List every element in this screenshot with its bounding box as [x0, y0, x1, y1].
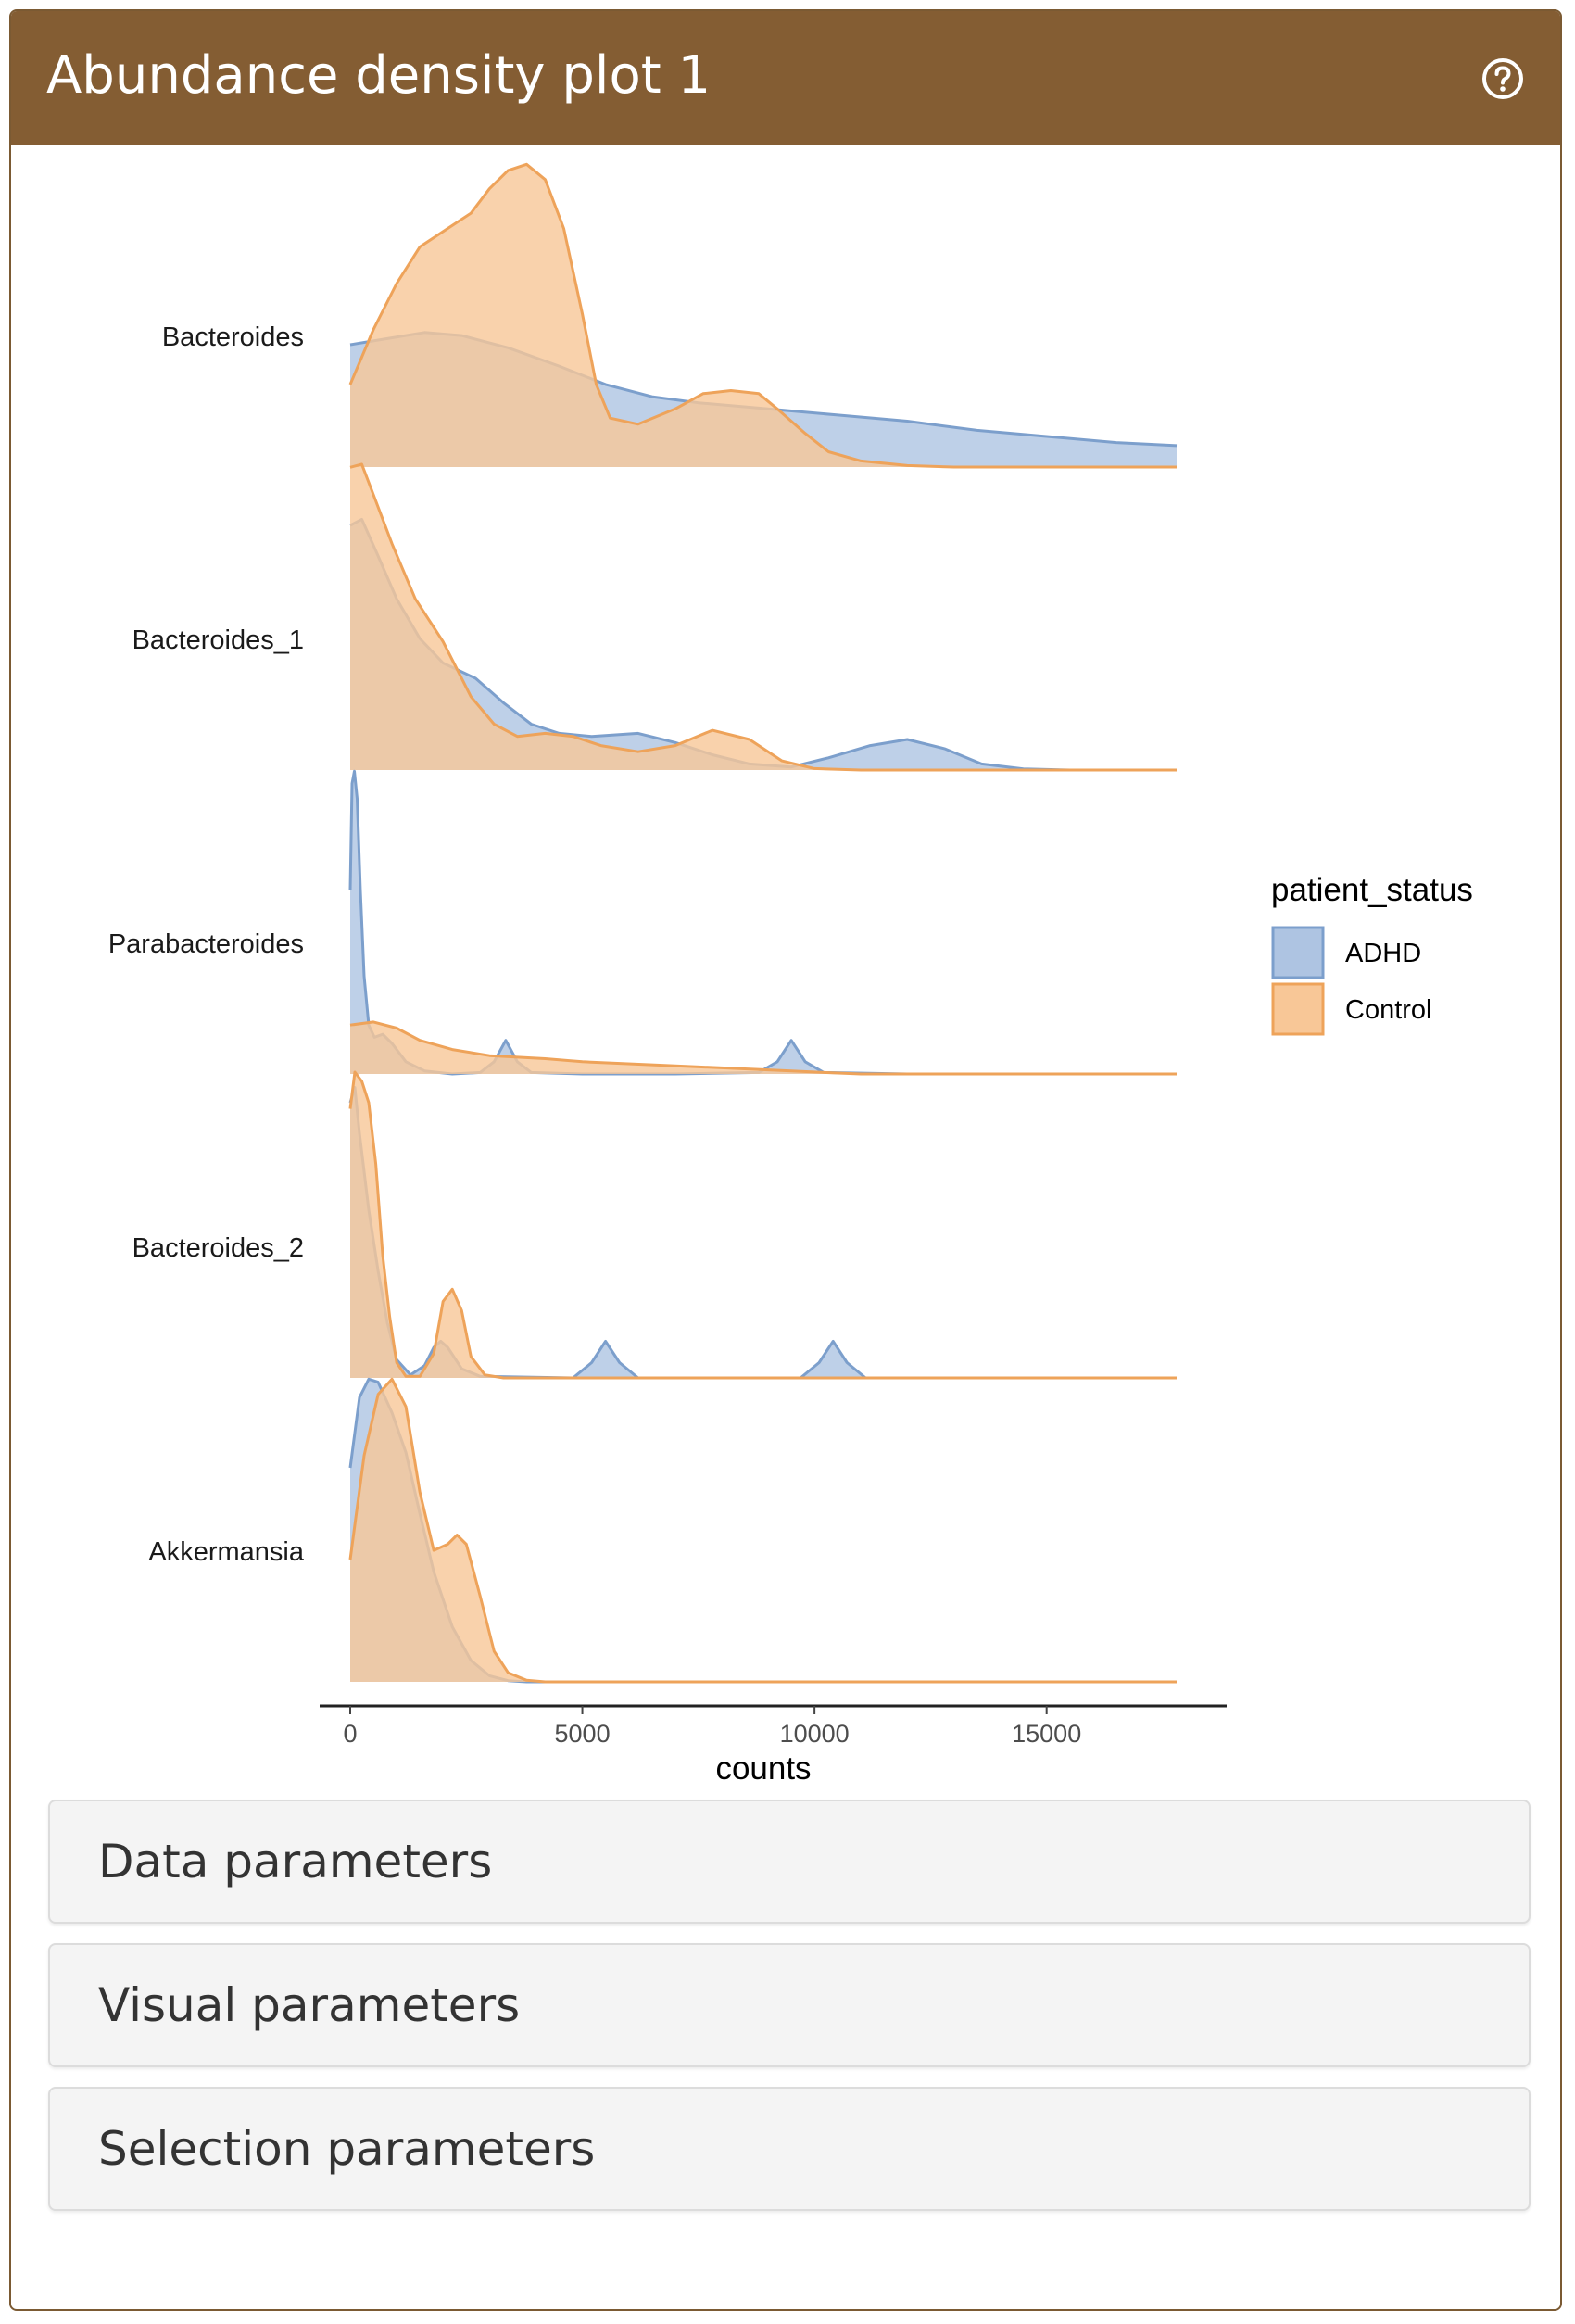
ridgeline-density-chart: Bacteroides Bacteroides_1 Parabacteroides B… [108, 162, 1473, 1787]
ridge-bacteroides-1 [349, 462, 1177, 772]
density-line-control [349, 462, 1177, 772]
y-tick-label: Parabacteroides [108, 929, 304, 959]
density-area-control [350, 1021, 1177, 1074]
y-tick-label: Bacteroides_2 [132, 1233, 304, 1263]
density-line-control [348, 1070, 1177, 1380]
panel-title: Abundance density plot 1 [46, 45, 712, 106]
legend-swatch-control [1271, 982, 1325, 1036]
density-line-adhd [348, 769, 1177, 1076]
density-area-control [350, 164, 1177, 468]
legend-label-adhd: ADHD [1345, 939, 1421, 968]
legend-swatch-adhd [1271, 926, 1325, 979]
ridge-akkermansia [348, 1377, 1177, 1684]
density-line-control [349, 1020, 1177, 1076]
ridge-bacteroides [348, 162, 1178, 469]
y-tick-label: Akkermansia [148, 1537, 304, 1567]
density-area-adhd [350, 1087, 1177, 1378]
density-area-adhd [350, 771, 1177, 1074]
density-plot-area: Bacteroides Bacteroides_1 Parabacteroides B… [11, 145, 1560, 1794]
x-tick-label: 5000 [555, 1720, 611, 1748]
ridge-parabacteroides [348, 769, 1177, 1076]
x-tick-label: 10000 [780, 1720, 850, 1748]
y-tick-label: Bacteroides_1 [132, 625, 304, 655]
density-area-control [350, 464, 1177, 770]
x-tick-label: 15000 [1012, 1720, 1081, 1748]
visual-parameters-accordion[interactable]: Visual parameters [48, 1943, 1531, 2067]
density-line-control [348, 1377, 1177, 1684]
selection-parameters-accordion[interactable]: Selection parameters [48, 2087, 1531, 2211]
question-circle-icon[interactable] [1480, 57, 1525, 101]
x-axis-title: counts [715, 1750, 811, 1787]
legend-label-control: Control [1345, 995, 1432, 1025]
density-line-control [348, 162, 1177, 469]
y-tick-label: Bacteroides [162, 322, 304, 352]
x-tick-label: 0 [343, 1720, 357, 1748]
selection-parameters-label: Selection parameters [98, 2122, 596, 2176]
ridge-bacteroides-2 [348, 1070, 1177, 1380]
plot-panel: Abundance density plot 1 Bacteroides Bact… [9, 9, 1562, 2311]
visual-parameters-label: Visual parameters [98, 1978, 521, 2032]
density-area-control [350, 1072, 1177, 1378]
panel-header: Abundance density plot 1 [11, 11, 1560, 145]
data-parameters-label: Data parameters [98, 1835, 493, 1888]
legend-title: patient_status [1271, 872, 1473, 908]
density-area-control [350, 1379, 1177, 1682]
data-parameters-accordion[interactable]: Data parameters [48, 1800, 1531, 1924]
density-line-adhd [348, 1086, 1177, 1380]
